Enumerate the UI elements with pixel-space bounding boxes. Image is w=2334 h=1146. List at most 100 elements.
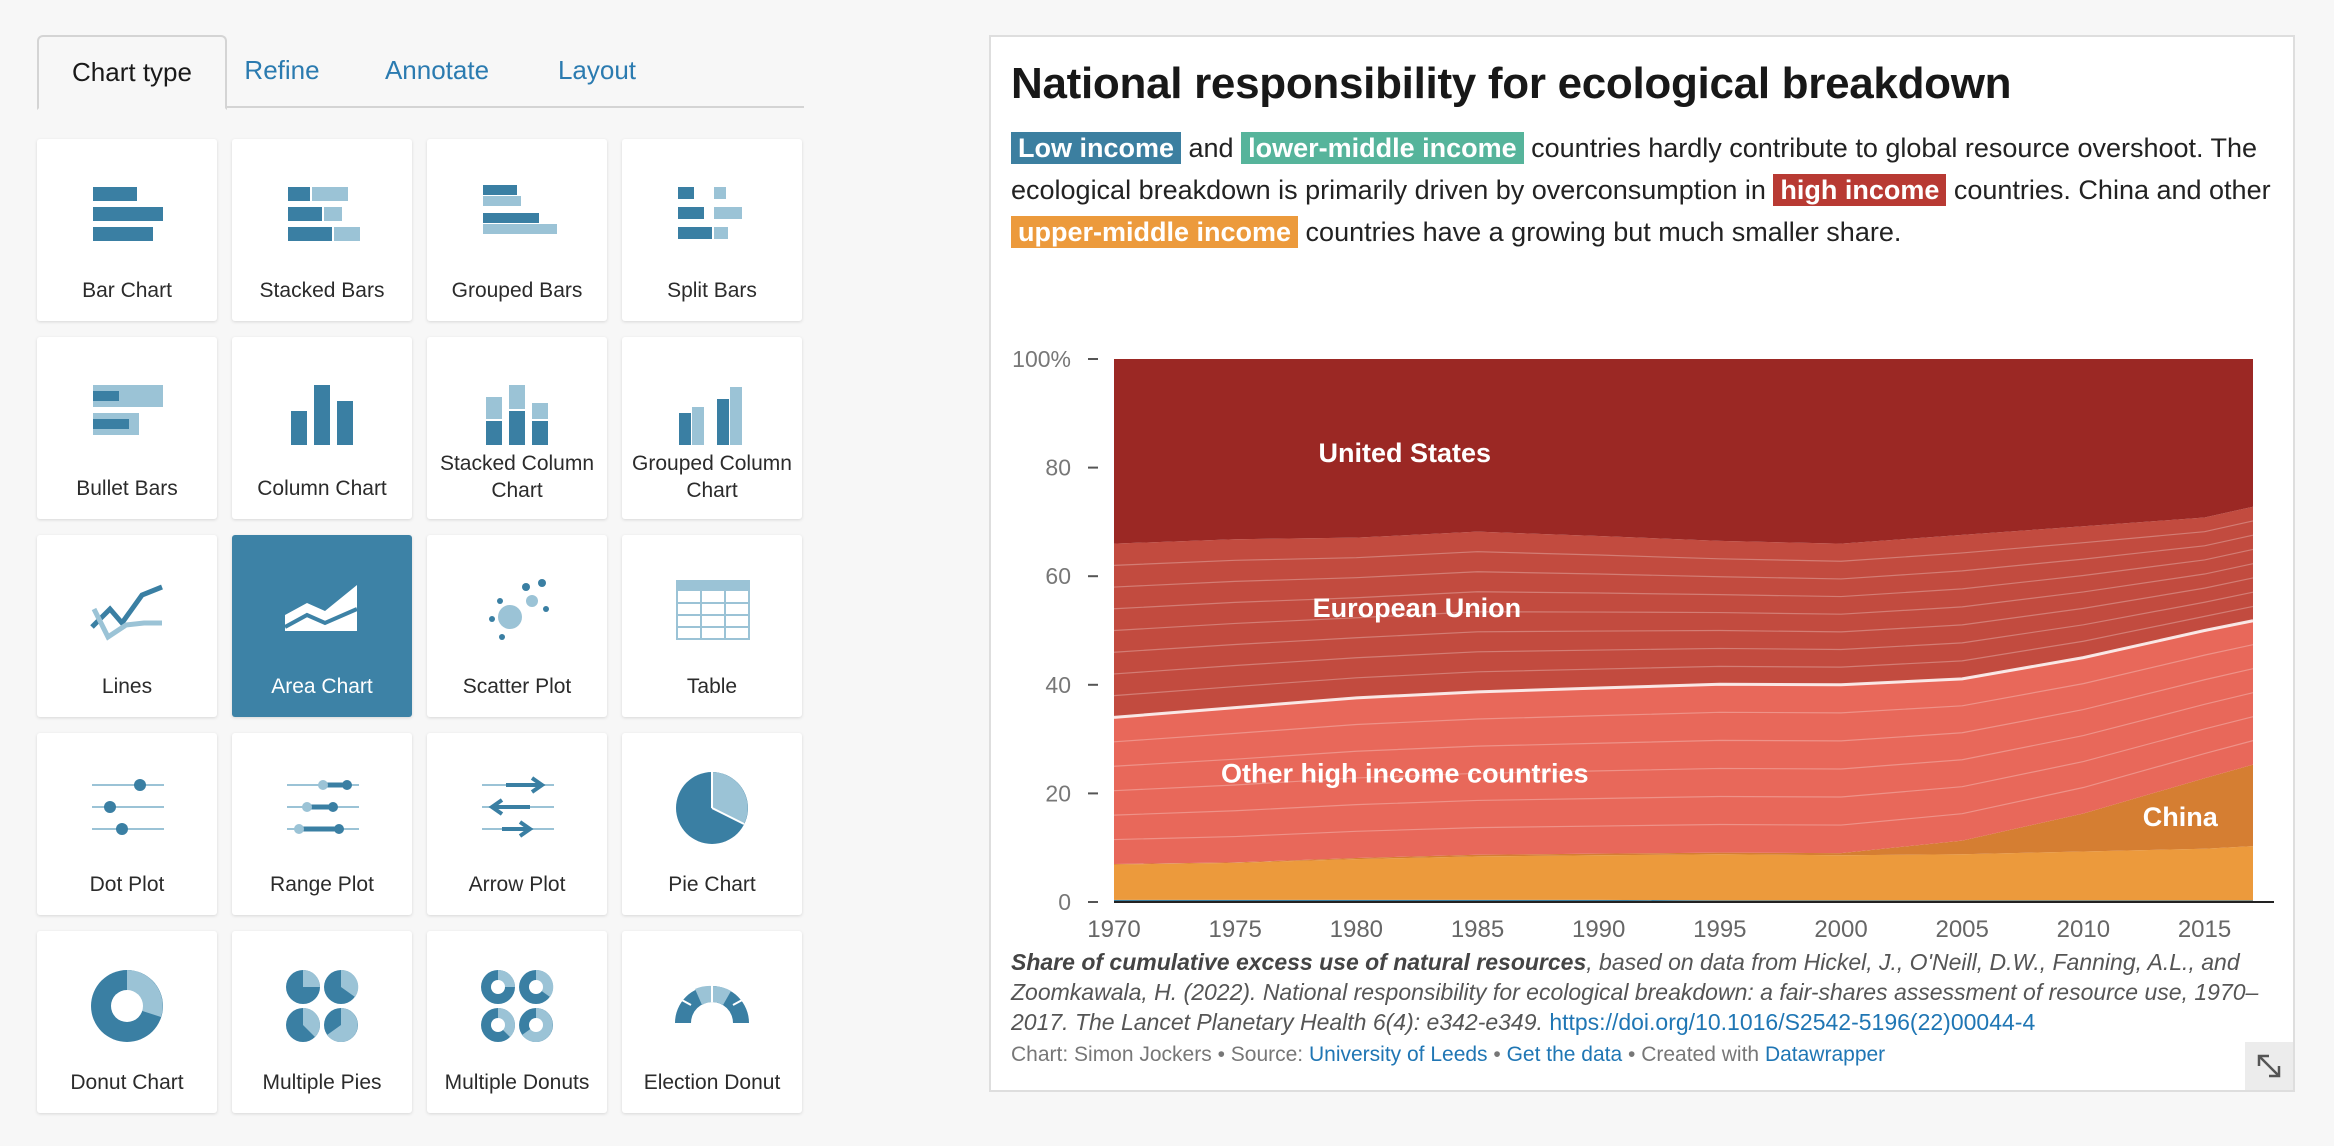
bar-chart-icon [93, 187, 163, 241]
area-country-line [1113, 668, 2254, 767]
chart-type-label: Area Chart [271, 674, 373, 698]
byline-separator: • [1487, 1043, 1507, 1066]
area-series-2 [1114, 764, 2253, 865]
intro-text: countries hardly contribute to global re… [1011, 133, 2258, 205]
tab-chart-type[interactable]: Chart type [37, 35, 227, 110]
chart-type-stacked-column-chart[interactable]: Stacked Column Chart [427, 337, 607, 519]
intro-text: countries. China and other [1946, 175, 2271, 205]
x-tick-label: 2015 [2178, 916, 2231, 943]
chart-type-area-chart[interactable]: Area Chart [232, 535, 412, 717]
tab-annotate[interactable]: Annotate [384, 55, 490, 85]
area-country-line [1113, 577, 2254, 653]
chart-type-label: Multiple Pies [262, 1070, 382, 1094]
datawrapper-link[interactable]: Datawrapper [1764, 1043, 1886, 1066]
chart-intro: Low income and lower-middle income count… [1011, 127, 2271, 253]
area-label: China [2143, 802, 2219, 832]
y-tick-label: 60 [1045, 563, 1071, 589]
y-tick-label: 100% [1012, 346, 1071, 372]
y-tick-label: 20 [1045, 780, 1071, 806]
area-country-line [1113, 644, 2254, 743]
chart-type-label: Lines [101, 674, 153, 698]
notes-text: , based on data from Hickel, J., O'Neill… [1011, 949, 2259, 1035]
byline-separator: • Source: [1211, 1043, 1309, 1066]
chart-type-stacked-bars[interactable]: Stacked Bars [232, 139, 412, 321]
x-tick-label: 1980 [1330, 916, 1383, 943]
chart-type-label: Range Plot [270, 872, 374, 896]
doi-link[interactable]: https://doi.org/10.1016/S2542-5196(22)00… [1549, 1009, 2036, 1035]
chart-type-split-bars[interactable]: Split Bars [622, 139, 802, 321]
chart-type-bullet-bars[interactable]: Bullet Bars [37, 337, 217, 519]
stacked-bars-icon [288, 187, 360, 241]
byline-author: Chart: Simon Jockers [1011, 1043, 1212, 1066]
expand-icon [2257, 1054, 2281, 1078]
chart-type-scatter-plot[interactable]: Scatter Plot [427, 535, 607, 717]
area-country-line [1113, 534, 2254, 588]
expand-button[interactable] [2245, 1042, 2293, 1090]
chart-type-table[interactable]: Table [622, 535, 802, 717]
area-boundary-line [1113, 619, 2254, 719]
area-label: Other high income countries [1221, 759, 1589, 789]
tab-layout[interactable]: Layout [557, 55, 637, 85]
chart-type-label: Bar Chart [82, 278, 172, 302]
chart-type-label: Column Chart [257, 476, 387, 500]
legend-low-income: Low income [1011, 132, 1182, 164]
election-donut-icon [675, 985, 749, 1023]
table-icon [676, 580, 750, 640]
area-country-line [1113, 692, 2254, 792]
chart-type-range-plot[interactable]: Range Plot [232, 733, 412, 915]
chart-type-label: Table [686, 674, 738, 698]
chart-title: National responsibility for ecological b… [1011, 59, 2012, 108]
x-tick-label: 2000 [1814, 916, 1867, 943]
chart-type-lines[interactable]: Lines [37, 535, 217, 717]
lines-icon [90, 584, 163, 641]
area-chart-icon [284, 585, 358, 631]
get-data-link[interactable]: Get the data [1506, 1043, 1623, 1066]
tab-refine[interactable]: Refine [244, 55, 320, 85]
chart-type-grouped-column-chart[interactable]: Grouped Column Chart [622, 337, 802, 519]
chart-type-grouped-bars[interactable]: Grouped Bars [427, 139, 607, 321]
chart-type-bar-chart[interactable]: Bar Chart [37, 139, 217, 321]
multiple-pies-icon [286, 969, 359, 1042]
scatter-plot-icon [489, 579, 549, 640]
legend-upper-middle-income: upper-middle income [1011, 216, 1299, 248]
multiple-donuts-icon [481, 969, 554, 1042]
chart-byline: Chart: Simon Jockers • Source: Universit… [1011, 1043, 1885, 1067]
x-tick-label: 1970 [1087, 916, 1140, 943]
chart-type-dot-plot[interactable]: Dot Plot [37, 733, 217, 915]
chart-type-column-chart[interactable]: Column Chart [232, 337, 412, 519]
area-label: United States [1319, 438, 1492, 468]
y-tick-label: 80 [1045, 455, 1071, 481]
chart-type-arrow-plot[interactable]: Arrow Plot [427, 733, 607, 915]
notes-bold: Share of cumulative excess use of natura… [1011, 949, 1587, 975]
chart-type-pie-chart[interactable]: Pie Chart [622, 733, 802, 915]
chart-type-donut-chart[interactable]: Donut Chart [37, 931, 217, 1113]
chart-type-label: Multiple Donuts [444, 1070, 590, 1094]
chart-type-multiple-pies[interactable]: Multiple Pies [232, 931, 412, 1113]
chart-preview: National responsibility for ecological b… [989, 35, 2295, 1092]
area-label: European Union [1313, 593, 1522, 623]
area-country-line [1113, 548, 2254, 610]
bullet-bars-icon [93, 385, 163, 435]
split-bars-icon [678, 187, 742, 239]
chart-notes: Share of cumulative excess use of natura… [1011, 947, 2261, 1037]
chart-editor-tabs: Chart type Refine Annotate Layout [37, 35, 804, 110]
chart-type-label: Grouped Column Chart [632, 452, 792, 502]
chart-type-label: Arrow Plot [468, 872, 566, 896]
chart-type-label: Donut Chart [70, 1070, 184, 1094]
area-chart: 0 20 40 60 80 100% 1970 1975 1980 1985 1990 1995 200… [1012, 346, 2274, 943]
area-country-line [1113, 740, 2254, 841]
dot-plot-icon [92, 779, 164, 835]
pie-chart-icon [676, 772, 748, 844]
chart-type-election-donut[interactable]: Election Donut [622, 931, 802, 1113]
chart-type-label: Pie Chart [668, 872, 756, 896]
chart-type-multiple-donuts[interactable]: Multiple Donuts [427, 931, 607, 1113]
range-plot-icon [287, 780, 359, 834]
x-tick-label: 1985 [1451, 916, 1504, 943]
source-link[interactable]: University of Leeds [1308, 1043, 1488, 1066]
area-series-1 [1114, 846, 2253, 901]
area-country-line [1113, 605, 2254, 697]
x-tick-label: 2005 [1935, 916, 1988, 943]
chart-type-label: Split Bars [667, 278, 757, 302]
x-tick-label: 1975 [1208, 916, 1261, 943]
area-country-line [1113, 520, 2254, 566]
